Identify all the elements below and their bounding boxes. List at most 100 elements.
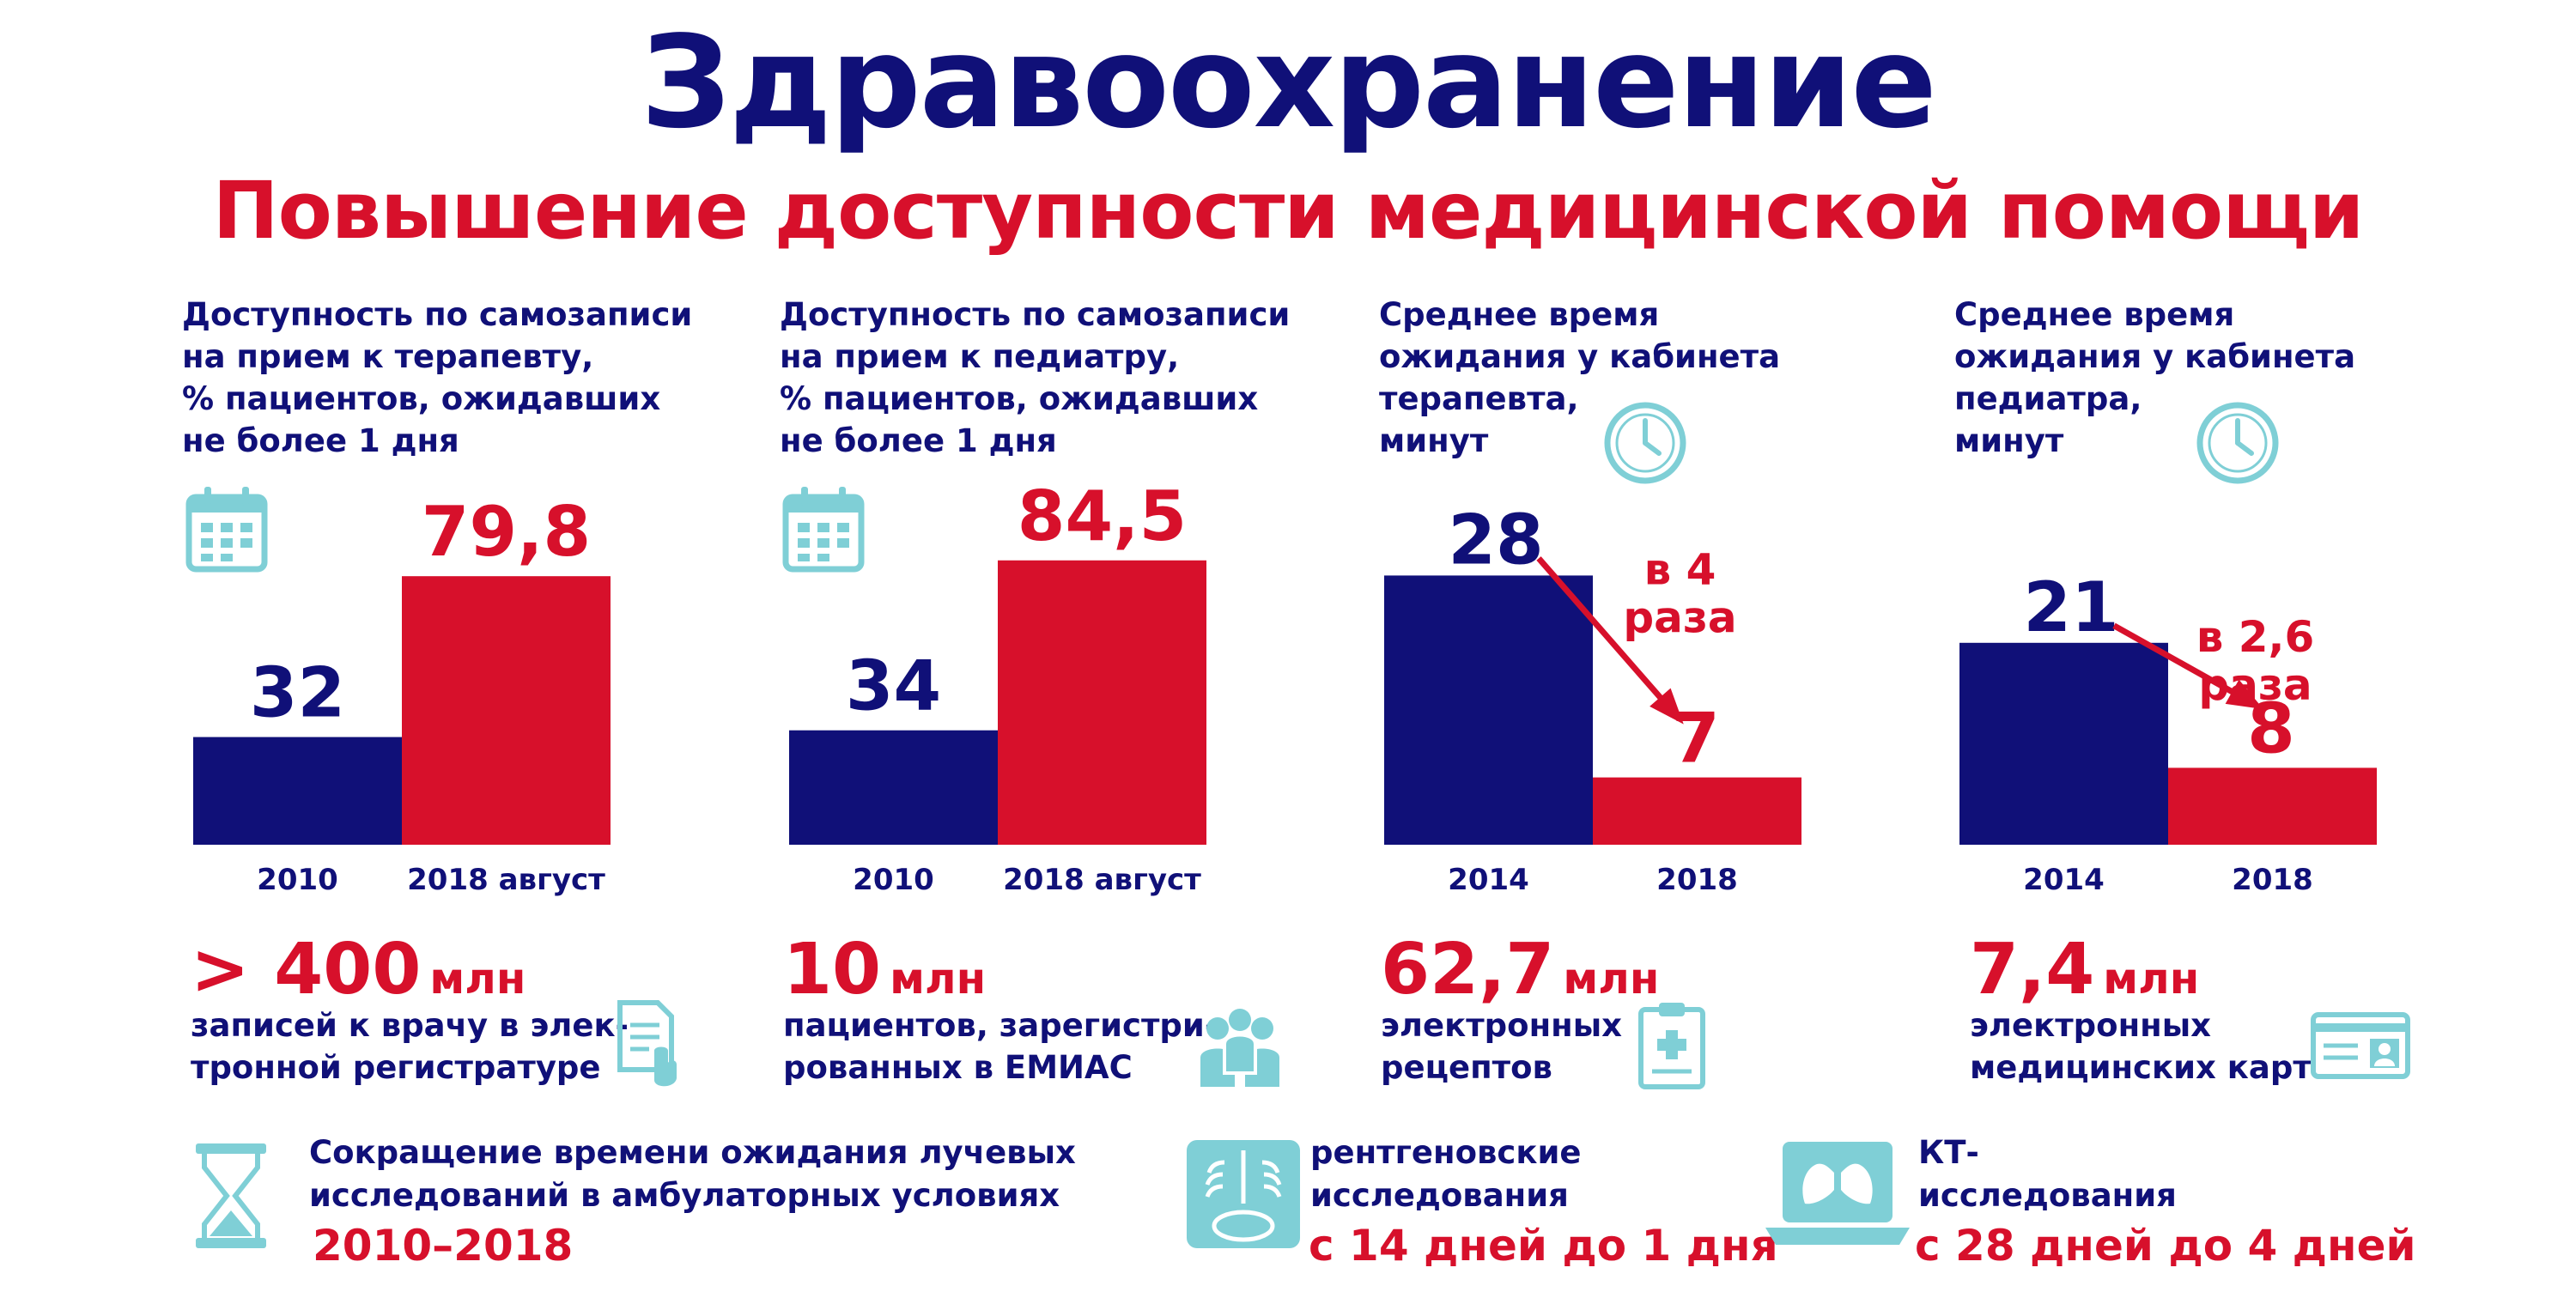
tick-label: 2018 август <box>1003 863 1201 897</box>
stat-emias-text: пациентов, зарегистри- рованных в ЕМИАС <box>783 1004 1218 1089</box>
bar <box>1593 777 1801 845</box>
stat-appointments: > 400 млн <box>191 929 526 1010</box>
medical-card-icon <box>2311 1012 2410 1079</box>
panel-title-therapist-access: Доступность по самозаписи на прием к тер… <box>182 294 692 462</box>
xray-line: рентгеновские <box>1310 1134 1582 1171</box>
clock-icon <box>2196 402 2279 484</box>
stat-appointments-text: записей к врачу в элек- тронной регистра… <box>191 1004 629 1089</box>
title-line: ожидания у кабинета <box>1379 338 1781 375</box>
tick-label: 2010 <box>853 863 934 897</box>
stat-number: 7,4 <box>1970 929 2095 1010</box>
stat-line: рованных в ЕМИАС <box>783 1049 1133 1086</box>
hourglass-icon <box>196 1143 266 1248</box>
bar <box>402 576 611 845</box>
reduction-period: 2010–2018 <box>313 1221 574 1271</box>
title-line: Доступность по самозаписи <box>780 296 1291 333</box>
tick-label: 2018 <box>2232 863 2313 897</box>
touch-document-icon <box>617 1000 677 1087</box>
annotation-label: раза <box>1623 592 1736 642</box>
stat-e-medical-cards: 7,4 млн <box>1970 929 2199 1010</box>
stat-unit: млн <box>1563 954 1660 1004</box>
data-label: 84,5 <box>1018 476 1187 556</box>
stat-line: медицинских карт <box>1970 1049 2312 1086</box>
stat-unit: млн <box>429 954 526 1004</box>
stat-e-prescriptions: 62,7 млн <box>1381 929 1659 1010</box>
tick-label: 2018 <box>1656 863 1738 897</box>
ct-line: КТ- <box>1918 1134 1979 1171</box>
xray-change: с 14 дней до 1 дня <box>1309 1221 1778 1271</box>
bar <box>1959 642 2168 845</box>
stat-line: записей к врачу в элек- <box>191 1007 629 1044</box>
bar <box>998 560 1206 845</box>
title-line: Среднее время <box>1379 296 1660 333</box>
prescription-icon <box>1638 1003 1705 1089</box>
calendar-icon <box>782 487 865 573</box>
calendar-icon <box>185 487 268 573</box>
xray-line: исследования <box>1310 1177 1569 1214</box>
decrease-arrow-head <box>2225 679 2263 710</box>
stat-line: рецептов <box>1381 1049 1552 1086</box>
annotation-label: в 4 <box>1644 544 1716 594</box>
stat-e-medical-cards-text: электронных медицинских карт <box>1970 1004 2312 1089</box>
stat-emias-patients: 10 млн <box>783 929 986 1010</box>
xray-text: рентгеновские исследования <box>1310 1131 1581 1217</box>
panel-title-therapist-wait: Среднее время ожидания у кабинета терапе… <box>1379 294 1780 462</box>
title-line: на прием к терапевту, <box>182 338 594 375</box>
tick-label: 2018 август <box>407 863 605 897</box>
decrease-arrow-line <box>1536 556 1673 711</box>
title-line: минут <box>1954 422 2064 459</box>
stat-line: электронных <box>1381 1007 1623 1044</box>
panel-title-pediatrician-access: Доступность по самозаписи на прием к пед… <box>780 294 1290 462</box>
ct-change: с 28 дней до 4 дней <box>1915 1221 2416 1271</box>
data-label: 7 <box>1672 699 1720 779</box>
stat-number: 62,7 <box>1381 929 1555 1010</box>
title-line: на прием к педиатру, <box>780 338 1180 375</box>
title-line: не более 1 дня <box>182 422 459 459</box>
ct-line: исследования <box>1918 1177 2177 1214</box>
bar-chart-therapist-access: 2010 2018 август 32 79,8 2010 2018 август 34 84… <box>193 476 2377 897</box>
stat-unit: млн <box>2103 954 2200 1004</box>
tick-label: 2014 <box>2023 863 2105 897</box>
stat-line: электронных <box>1970 1007 2212 1044</box>
reduction-text: Сокращение времени ожидания лучевых иссл… <box>309 1131 1076 1217</box>
family-icon <box>1200 1009 1279 1087</box>
tick-label: 2010 <box>257 863 338 897</box>
data-label: 28 <box>1448 500 1543 579</box>
data-label: 32 <box>250 653 345 733</box>
data-label: 79,8 <box>422 492 591 572</box>
reduction-line: Сокращение времени ожидания лучевых <box>309 1134 1076 1171</box>
bar <box>193 737 402 845</box>
decrease-arrow-line <box>2112 622 2247 702</box>
xray-icon <box>1187 1140 1300 1248</box>
title-line: минут <box>1379 422 1489 459</box>
stat-unit: млн <box>890 954 987 1004</box>
bar <box>2168 767 2377 845</box>
stat-number: 10 <box>783 929 882 1010</box>
page-title: Здравоохранение <box>641 9 1937 156</box>
clock-icon <box>1604 402 1686 484</box>
reduction-line: исследований в амбулаторных условиях <box>309 1177 1060 1214</box>
title-line: Доступность по самозаписи <box>182 296 693 333</box>
data-label: 21 <box>2023 567 2118 647</box>
panel-title-pediatrician-wait: Среднее время ожидания у кабинета педиат… <box>1954 294 2355 462</box>
bar <box>1384 575 1593 845</box>
decrease-arrow-head <box>1649 688 1684 725</box>
title-line: % пациентов, ожидавших <box>182 380 661 417</box>
page-subtitle: Повышение доступности медицинской помощи <box>212 165 2365 257</box>
title-line: % пациентов, ожидавших <box>780 380 1259 417</box>
title-line: Среднее время <box>1954 296 2235 333</box>
stat-line: пациентов, зарегистри- <box>783 1007 1218 1044</box>
title-line: терапевта, <box>1379 380 1579 417</box>
lungs-laptop-icon <box>1765 1142 1910 1245</box>
data-label: 34 <box>846 646 941 726</box>
ct-text: КТ- исследования <box>1918 1131 2177 1217</box>
tick-label: 2014 <box>1448 863 1529 897</box>
bar <box>789 730 998 845</box>
stat-e-prescriptions-text: электронных рецептов <box>1381 1004 1622 1089</box>
stat-number: > 400 <box>191 929 422 1010</box>
title-line: педиатра, <box>1954 380 2142 417</box>
title-line: ожидания у кабинета <box>1954 338 2356 375</box>
title-line: не более 1 дня <box>780 422 1057 459</box>
stat-line: тронной регистратуре <box>191 1049 601 1086</box>
annotation-label: в 2,6 <box>2196 612 2315 662</box>
